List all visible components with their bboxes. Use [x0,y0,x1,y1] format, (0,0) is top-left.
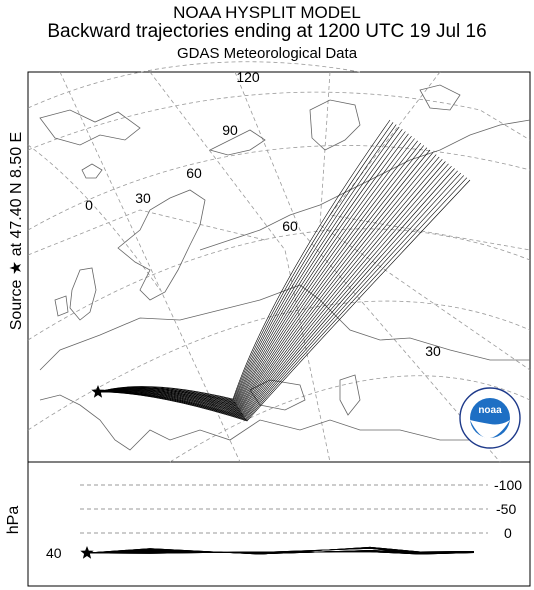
coastline-mediterranean [39,394,470,451]
coastline-britain [69,267,97,321]
pressure-tick-minus-100: -100 [494,477,522,493]
grid-label-lon-30: 30 [135,190,151,206]
grid-label-lon-60: 60 [186,165,202,181]
graticule-lat [27,228,531,341]
coastline-ireland [54,295,69,317]
graticule-lat [169,375,531,463]
trajectory-line [97,175,465,420]
grid-label-lon-120: 120 [236,69,260,85]
trajectory-line [97,152,434,412]
height-source-star-icon [80,546,94,559]
trajectory-height-lines [86,546,475,555]
coastline-caspian-sea [339,374,361,416]
trajectory-line [97,122,394,401]
graticule-lat [27,145,531,231]
trajectory-line [97,177,468,421]
grid-label-lat-30: 30 [425,343,441,359]
height-panel-frame [27,461,531,587]
trajectory-line [97,124,397,402]
noaa-logo-text: noaa [478,405,502,416]
coastline-scandinavia [117,189,206,301]
map-frame [27,71,531,463]
graticule-lon [149,71,331,463]
trajectory-height-line [86,551,475,555]
trajectory-line [97,163,449,416]
source-level-label: 40 [46,545,62,561]
graticule-lon [27,209,266,256]
trajectory-line [97,140,418,407]
trajectory-line [97,166,452,417]
grid-label-lon-90: 90 [222,122,238,138]
grid-label-lon-0: 0 [85,197,93,213]
trajectory-line [97,131,406,404]
trajectory-bundle [97,119,471,422]
graticule [27,61,531,463]
grid-label-lat-60: 60 [282,218,298,234]
noaa-logo-gull [470,420,510,439]
trajectory-line [97,119,391,400]
coastline-arctic [199,119,531,251]
graticule-lat [27,300,531,431]
header-title: NOAA HYSPLIT MODEL [173,3,361,22]
trajectory-line [97,161,446,415]
trajectory-line [97,147,428,410]
coastline-severnaya-zemlya [419,84,461,111]
graticule-lat [27,91,531,151]
source-star-icon [91,385,105,398]
coastline-europe-asia [39,284,530,371]
trajectory-line [97,145,425,409]
trajectory-line [97,168,455,418]
pressure-tick-0: 0 [504,525,512,541]
graticule-lon [319,71,531,371]
graticule-lon [329,71,531,251]
coastline-svalbard [208,129,266,156]
trajectory-line [97,179,471,422]
coastlines [39,84,531,451]
graticule-lon [234,71,501,463]
pressure-gridlines [80,484,488,534]
trajectory-line [97,136,412,406]
noaa-logo: noaa [459,387,521,449]
header-subtitle: Backward trajectories ending at 1200 UTC… [47,21,487,42]
coastline-novaya-zemlya [309,99,361,151]
graticule-lat [27,61,361,109]
trajectory-line [97,126,400,402]
coastline-greenland [39,109,141,146]
trajectory-line [97,156,440,413]
pressure-tick-minus-50: -50 [496,501,516,517]
trajectory-line [97,129,403,403]
trajectory-line [97,133,409,405]
trajectory-line [97,172,462,419]
coastline-iceland [81,163,103,179]
graticule-lon [27,144,161,291]
header-data-source: GDAS Meteorological Data [176,45,358,62]
trajectory-line [97,170,458,418]
